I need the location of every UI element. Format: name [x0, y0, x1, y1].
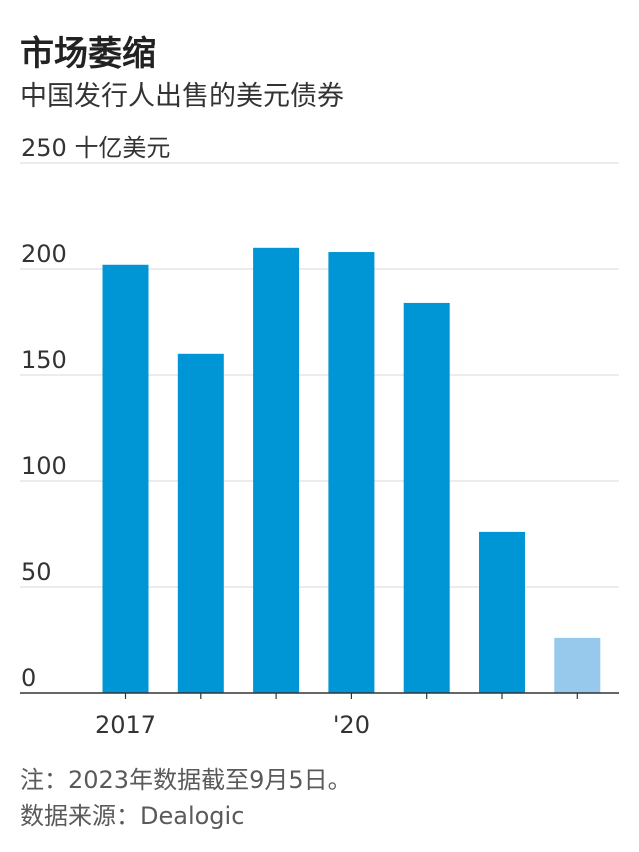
bar-2023 [554, 637, 601, 693]
footnote: 注：2023年数据截至9月5日。 [20, 766, 352, 794]
bar-2019 [253, 247, 300, 694]
bar-chart: 0 50 100 150 200 250 十亿美元 2017 '20 [20, 134, 619, 739]
y-tick-label: 50 [21, 558, 52, 586]
y-tick-label: 200 [21, 240, 67, 268]
source-note: 数据来源：Dealogic [20, 802, 245, 830]
x-tick-label: '20 [333, 711, 370, 739]
bar-2022 [479, 531, 525, 693]
chart-subtitle: 中国发行人出售的美元债券 [20, 81, 344, 112]
chart-title: 市场萎缩 [20, 34, 156, 74]
y-tick-label: 100 [21, 452, 67, 480]
y-tick-label: 150 [21, 346, 67, 374]
bar-2017 [102, 264, 149, 693]
y-tick-label: 250 十亿美元 [21, 134, 170, 162]
bar-2018 [177, 353, 224, 693]
bar-2020 [328, 252, 375, 694]
bar-2021 [403, 302, 450, 693]
x-tick-label: 2017 [95, 711, 156, 739]
y-tick-label: 0 [21, 664, 36, 692]
